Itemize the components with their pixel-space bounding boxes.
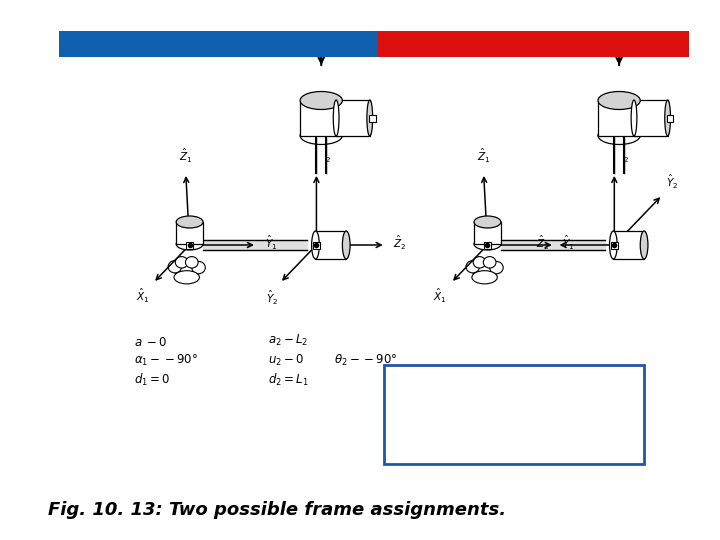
Ellipse shape [300,126,343,145]
Ellipse shape [474,238,501,250]
Ellipse shape [300,91,343,110]
Ellipse shape [174,271,199,284]
Bar [377,31,689,57]
Bar [59,31,377,57]
Bar [484,241,491,248]
Ellipse shape [168,261,181,273]
Bar [313,241,320,248]
Bar [369,114,376,122]
Ellipse shape [312,231,320,259]
Text: $d_2 = L_1$: $d_2 = L_1$ [269,372,309,388]
Bar [667,114,673,122]
Text: $u_2 - 0$: $u_2 - 0$ [269,353,305,368]
Text: $\hat{Y}_1$: $\hat{Y}_1$ [562,234,575,252]
Polygon shape [474,222,501,244]
Ellipse shape [631,100,637,136]
Text: $\hat{Y}_2$: $\hat{Y}_2$ [266,289,278,307]
Polygon shape [634,100,667,136]
Ellipse shape [473,264,496,280]
Ellipse shape [175,264,198,280]
Bar [611,241,618,248]
Text: $\hat{Z}_1$: $\hat{Z}_1$ [179,147,192,165]
Text: $\hat{Y}_2$: $\hat{Y}_2$ [666,173,678,191]
Ellipse shape [192,261,205,274]
Ellipse shape [333,100,339,136]
Text: $\hat{Z}_2$: $\hat{Z}_2$ [536,234,549,252]
Ellipse shape [176,216,203,228]
Text: $d_1 = 0$: $d_1 = 0$ [134,372,170,388]
Ellipse shape [175,256,188,268]
Text: $\hat{X}_1$: $\hat{X}_1$ [135,287,149,305]
Text: $\hat{X}_2$: $\hat{X}_2$ [318,147,332,165]
Text: $\alpha_1 - -90°$: $\alpha_1 - -90°$ [134,353,198,368]
Text: $\hat{Z}_1$: $\hat{Z}_1$ [477,147,490,165]
Ellipse shape [598,126,640,145]
Ellipse shape [483,256,496,268]
Text: $\hat{Z}_2$: $\hat{Z}_2$ [393,234,407,252]
Ellipse shape [490,261,503,274]
Ellipse shape [472,271,498,284]
Ellipse shape [367,100,373,136]
Text: $a_{\ } - 0$: $a_{\ } - 0$ [134,334,167,347]
Bar [186,241,193,248]
Polygon shape [613,231,644,259]
Text: $\theta_2 - -90°$: $\theta_2 - -90°$ [334,353,397,368]
Text: $\hat{X}_1$: $\hat{X}_1$ [433,287,447,305]
Ellipse shape [598,91,640,110]
Polygon shape [300,100,343,136]
Ellipse shape [186,256,198,268]
Ellipse shape [610,231,617,259]
Bar [384,364,644,464]
Ellipse shape [640,231,648,259]
Ellipse shape [176,238,203,250]
Text: $\hat{X}_2$: $\hat{X}_2$ [616,147,630,165]
Ellipse shape [466,261,480,273]
Ellipse shape [474,216,501,228]
Polygon shape [598,100,640,136]
Text: $a_2 - L_2$: $a_2 - L_2$ [269,333,309,348]
Text: Fig. 10. 13: Two possible frame assignments.: Fig. 10. 13: Two possible frame assignme… [48,501,506,519]
Ellipse shape [665,100,670,136]
Ellipse shape [473,256,486,268]
Polygon shape [315,231,346,259]
Text: $\hat{Y}_1$: $\hat{Y}_1$ [264,234,277,252]
Ellipse shape [343,231,350,259]
Polygon shape [176,222,203,244]
Polygon shape [336,100,370,136]
